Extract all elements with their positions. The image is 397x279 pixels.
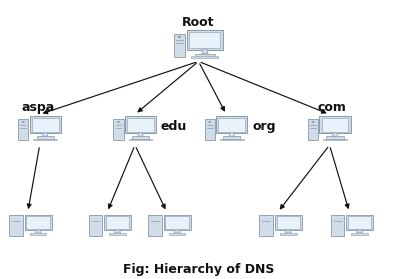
Circle shape [209, 121, 211, 123]
Polygon shape [138, 133, 143, 137]
Polygon shape [42, 133, 48, 137]
Polygon shape [35, 230, 41, 233]
FancyArrowPatch shape [108, 148, 134, 208]
FancyArrowPatch shape [27, 148, 39, 208]
Text: Fig: Hierarchy of DNS: Fig: Hierarchy of DNS [123, 263, 274, 276]
Polygon shape [229, 133, 235, 137]
FancyBboxPatch shape [148, 215, 162, 236]
FancyBboxPatch shape [109, 232, 126, 235]
FancyBboxPatch shape [308, 119, 318, 140]
FancyBboxPatch shape [322, 117, 349, 131]
FancyBboxPatch shape [9, 215, 23, 236]
Text: aspa: aspa [21, 101, 54, 114]
Circle shape [178, 36, 181, 38]
FancyBboxPatch shape [351, 232, 368, 235]
FancyBboxPatch shape [30, 232, 46, 235]
FancyArrowPatch shape [138, 63, 197, 112]
FancyArrowPatch shape [330, 148, 349, 208]
Polygon shape [332, 133, 338, 137]
FancyArrowPatch shape [200, 64, 224, 111]
Circle shape [118, 121, 119, 123]
FancyBboxPatch shape [218, 117, 245, 131]
FancyArrowPatch shape [201, 62, 326, 113]
FancyBboxPatch shape [275, 215, 302, 230]
FancyBboxPatch shape [104, 215, 131, 230]
FancyBboxPatch shape [331, 215, 345, 236]
FancyBboxPatch shape [30, 116, 61, 133]
Text: org: org [252, 121, 276, 133]
FancyBboxPatch shape [32, 117, 59, 131]
FancyBboxPatch shape [169, 232, 185, 235]
FancyBboxPatch shape [106, 216, 129, 229]
FancyBboxPatch shape [125, 116, 156, 133]
FancyBboxPatch shape [205, 119, 215, 140]
FancyBboxPatch shape [132, 136, 149, 139]
FancyBboxPatch shape [25, 215, 52, 230]
FancyBboxPatch shape [173, 34, 185, 57]
FancyBboxPatch shape [187, 30, 223, 50]
FancyBboxPatch shape [220, 139, 244, 140]
FancyBboxPatch shape [166, 216, 189, 229]
FancyBboxPatch shape [27, 216, 50, 229]
Text: edu: edu [161, 121, 187, 133]
FancyBboxPatch shape [129, 139, 152, 140]
FancyArrowPatch shape [280, 147, 328, 209]
FancyBboxPatch shape [127, 117, 154, 131]
FancyBboxPatch shape [259, 215, 273, 236]
Polygon shape [357, 230, 363, 233]
FancyBboxPatch shape [320, 116, 351, 133]
FancyBboxPatch shape [33, 139, 57, 140]
FancyBboxPatch shape [326, 136, 343, 139]
FancyBboxPatch shape [37, 136, 54, 139]
FancyBboxPatch shape [348, 216, 372, 229]
Polygon shape [285, 230, 291, 233]
Polygon shape [174, 230, 180, 233]
FancyBboxPatch shape [216, 116, 247, 133]
FancyBboxPatch shape [223, 136, 240, 139]
Text: Root: Root [182, 16, 215, 29]
FancyBboxPatch shape [18, 119, 28, 140]
Circle shape [22, 121, 24, 123]
Circle shape [312, 121, 314, 123]
FancyBboxPatch shape [280, 232, 297, 235]
FancyBboxPatch shape [189, 32, 220, 48]
FancyBboxPatch shape [277, 216, 300, 229]
FancyBboxPatch shape [323, 139, 347, 140]
FancyBboxPatch shape [89, 215, 102, 236]
FancyArrowPatch shape [136, 148, 165, 208]
Text: com: com [317, 101, 346, 114]
FancyBboxPatch shape [195, 54, 215, 57]
FancyArrowPatch shape [44, 62, 196, 114]
FancyBboxPatch shape [114, 119, 123, 140]
Polygon shape [202, 49, 208, 54]
Polygon shape [114, 230, 121, 233]
FancyBboxPatch shape [191, 56, 218, 58]
FancyBboxPatch shape [164, 215, 191, 230]
FancyBboxPatch shape [346, 215, 373, 230]
